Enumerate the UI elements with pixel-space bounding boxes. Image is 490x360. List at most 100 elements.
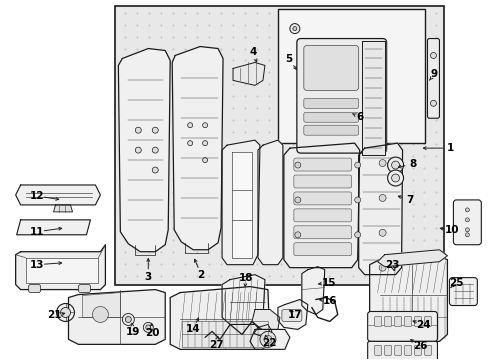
Polygon shape: [119, 49, 170, 252]
Text: 27: 27: [209, 340, 223, 350]
Text: 14: 14: [186, 324, 200, 334]
Text: 7: 7: [406, 195, 413, 205]
Polygon shape: [284, 143, 360, 268]
FancyBboxPatch shape: [304, 125, 359, 135]
Circle shape: [466, 208, 469, 212]
FancyBboxPatch shape: [385, 345, 392, 355]
Circle shape: [135, 147, 141, 153]
FancyBboxPatch shape: [294, 226, 352, 239]
Text: 22: 22: [262, 338, 276, 348]
Circle shape: [431, 100, 437, 106]
Circle shape: [379, 229, 386, 236]
Text: 13: 13: [29, 260, 44, 270]
Circle shape: [293, 27, 297, 31]
Text: 24: 24: [416, 320, 431, 330]
Circle shape: [466, 233, 469, 237]
FancyBboxPatch shape: [424, 316, 432, 327]
FancyBboxPatch shape: [294, 192, 352, 205]
FancyBboxPatch shape: [368, 341, 438, 360]
Text: 23: 23: [385, 260, 400, 270]
Polygon shape: [252, 310, 280, 329]
Text: 18: 18: [239, 273, 253, 283]
Circle shape: [295, 232, 301, 238]
Polygon shape: [254, 324, 272, 337]
FancyBboxPatch shape: [294, 158, 352, 171]
Circle shape: [355, 232, 361, 238]
Polygon shape: [182, 321, 268, 347]
Circle shape: [264, 336, 272, 343]
Circle shape: [388, 157, 404, 173]
FancyBboxPatch shape: [405, 316, 412, 327]
Text: 2: 2: [197, 270, 205, 280]
Circle shape: [152, 167, 158, 173]
Text: 26: 26: [413, 341, 428, 351]
FancyBboxPatch shape: [449, 278, 477, 306]
Circle shape: [290, 24, 300, 33]
FancyBboxPatch shape: [394, 316, 401, 327]
Circle shape: [355, 162, 361, 168]
Polygon shape: [378, 250, 447, 267]
Bar: [278, 9, 425, 143]
Polygon shape: [278, 300, 308, 329]
Polygon shape: [69, 289, 165, 345]
FancyBboxPatch shape: [28, 285, 41, 293]
FancyBboxPatch shape: [424, 345, 432, 355]
FancyBboxPatch shape: [427, 39, 440, 118]
Text: 19: 19: [126, 327, 141, 337]
FancyBboxPatch shape: [304, 112, 359, 122]
Polygon shape: [53, 205, 73, 212]
Polygon shape: [250, 329, 290, 349]
FancyBboxPatch shape: [415, 316, 421, 327]
Circle shape: [295, 197, 301, 203]
Polygon shape: [222, 140, 260, 265]
Text: 9: 9: [431, 69, 438, 80]
FancyBboxPatch shape: [297, 39, 387, 153]
FancyBboxPatch shape: [385, 316, 392, 327]
Circle shape: [379, 194, 386, 201]
Circle shape: [203, 141, 208, 146]
Text: 8: 8: [409, 159, 416, 169]
Circle shape: [122, 314, 134, 325]
Circle shape: [379, 264, 386, 271]
Circle shape: [152, 147, 158, 153]
Circle shape: [93, 306, 108, 323]
Text: 12: 12: [29, 191, 44, 201]
Text: 6: 6: [356, 112, 363, 122]
FancyBboxPatch shape: [453, 200, 481, 245]
FancyBboxPatch shape: [282, 310, 302, 321]
Circle shape: [135, 127, 141, 133]
Polygon shape: [359, 143, 403, 275]
Text: 20: 20: [145, 328, 160, 338]
FancyBboxPatch shape: [304, 98, 359, 108]
Circle shape: [379, 159, 386, 167]
Circle shape: [466, 218, 469, 222]
Polygon shape: [302, 267, 325, 315]
Text: 11: 11: [29, 227, 44, 237]
Polygon shape: [222, 275, 265, 324]
Polygon shape: [362, 41, 385, 155]
Circle shape: [125, 316, 131, 323]
FancyBboxPatch shape: [368, 311, 438, 341]
Text: 15: 15: [321, 278, 336, 288]
Text: 25: 25: [449, 278, 464, 288]
FancyBboxPatch shape: [394, 345, 401, 355]
Text: 17: 17: [288, 310, 302, 320]
Text: 10: 10: [445, 225, 460, 235]
FancyBboxPatch shape: [294, 209, 352, 222]
Polygon shape: [16, 245, 105, 289]
Polygon shape: [232, 152, 252, 258]
FancyBboxPatch shape: [375, 345, 382, 355]
Circle shape: [355, 197, 361, 203]
Circle shape: [188, 141, 193, 146]
Circle shape: [392, 174, 399, 182]
Circle shape: [388, 170, 404, 186]
Circle shape: [295, 162, 301, 168]
FancyBboxPatch shape: [304, 45, 359, 90]
FancyBboxPatch shape: [294, 243, 352, 256]
Text: 1: 1: [447, 143, 454, 153]
Polygon shape: [258, 140, 283, 265]
FancyBboxPatch shape: [78, 285, 91, 293]
Circle shape: [56, 303, 74, 321]
Circle shape: [203, 158, 208, 163]
Polygon shape: [369, 255, 447, 341]
